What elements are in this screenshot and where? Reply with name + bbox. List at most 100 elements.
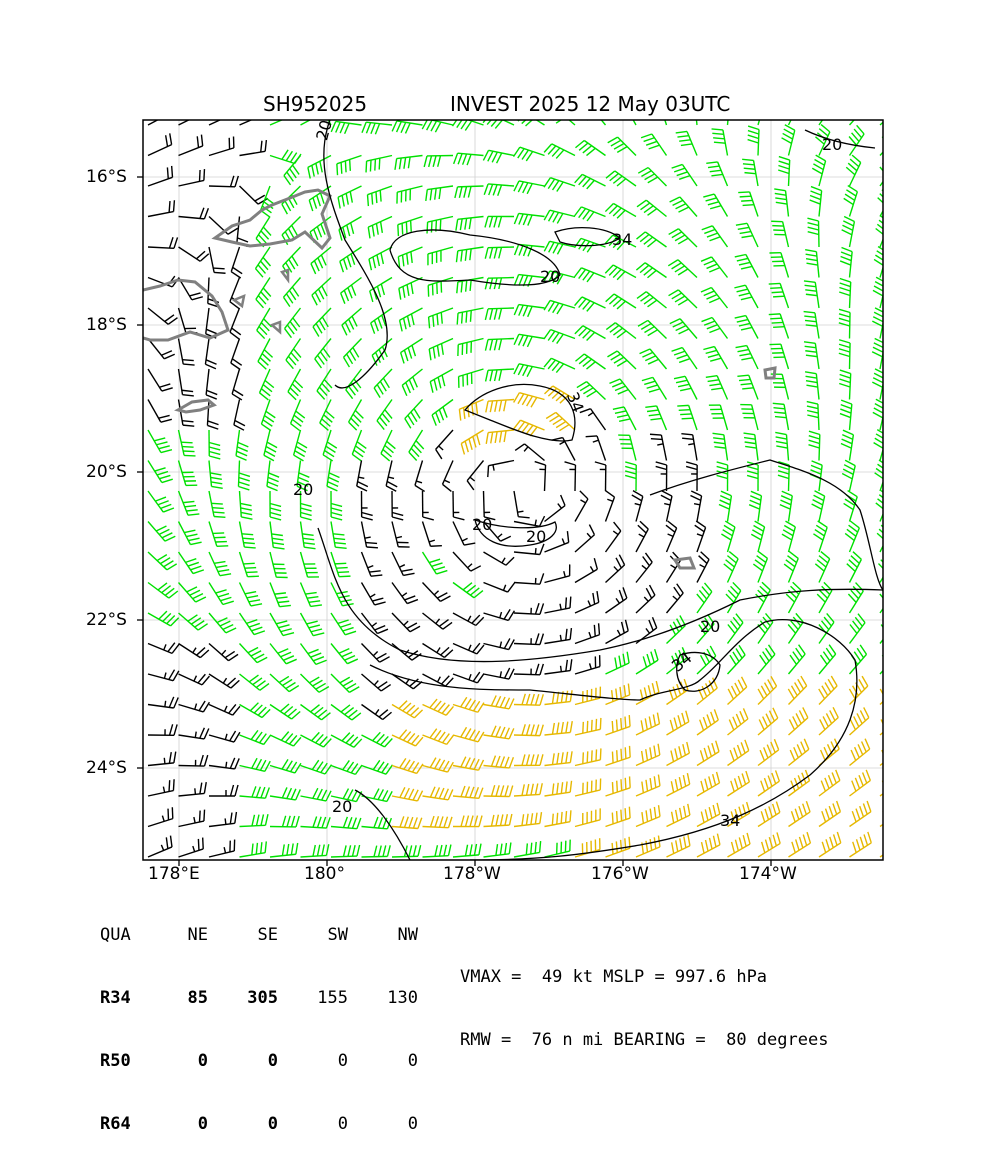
wind-barb [301, 788, 332, 801]
wind-barb [544, 210, 575, 223]
wind-barb [423, 552, 448, 574]
wind-barb [782, 521, 795, 552]
wind-barb [737, 375, 758, 399]
lat-label: 16°S [86, 167, 127, 187]
contour-label: 20 [332, 797, 352, 816]
table-header-row: QUA NE SE SW NW [100, 925, 418, 946]
wind-barb [270, 704, 300, 719]
wind-barb [341, 278, 362, 304]
wind-barb [695, 521, 706, 552]
wind-barb [260, 369, 274, 400]
wind-barb [458, 339, 484, 356]
wind-barb [717, 462, 728, 491]
wind-barb [544, 178, 575, 192]
wind-barb [667, 679, 688, 704]
wind-barb [366, 156, 392, 173]
wind-barb [209, 136, 234, 155]
wind-barb [484, 756, 514, 768]
wind-barb [423, 522, 442, 547]
wind-barb [209, 461, 223, 489]
wind-barb [179, 838, 204, 857]
wind-barb [744, 433, 758, 460]
wind-barb [392, 522, 410, 548]
wind-barb [514, 393, 545, 408]
wind-barb [234, 400, 245, 431]
wind-barb [697, 646, 716, 674]
table-header-cell: SE [208, 925, 278, 946]
contour-label: 20 [526, 527, 546, 546]
wind-barb [392, 491, 403, 520]
wind-barb [819, 770, 840, 796]
wind-barb [669, 229, 697, 247]
wind-barb [301, 674, 329, 692]
wind-barb [484, 785, 513, 796]
wind-barb [740, 405, 758, 430]
wind-barb [819, 613, 834, 643]
wind-barb [362, 674, 391, 691]
wind-barb [849, 125, 864, 155]
wind-barb [840, 400, 852, 430]
wind-barb [735, 316, 758, 339]
wind-barb [535, 462, 546, 491]
lon-label: 176°W [591, 864, 649, 884]
table-header-cell: NW [348, 925, 418, 946]
wind-barb [483, 150, 514, 163]
wind-barb [637, 232, 667, 247]
wind-barb [736, 223, 758, 247]
wind-barb [756, 582, 771, 613]
wind-barb [377, 400, 392, 430]
wind-barb [371, 308, 392, 334]
wind-barb [423, 816, 452, 828]
wind-barb [606, 746, 631, 766]
wind-barb [240, 814, 268, 826]
wind-barb [179, 308, 198, 333]
wind-barb [514, 633, 543, 644]
wind-barb [484, 583, 515, 593]
table-cell: 130 [348, 988, 418, 1009]
wind-barb [845, 521, 859, 552]
wind-barb [728, 614, 743, 644]
wind-barb [423, 699, 454, 715]
wind-barb [301, 583, 322, 607]
wind-barb [758, 770, 779, 796]
wind-barb [778, 157, 789, 186]
wind-barb [738, 192, 758, 217]
wind-barb [256, 217, 271, 247]
wind-barb [514, 111, 544, 126]
wind-barb [850, 739, 870, 766]
wind-barb [392, 701, 423, 718]
wind-barb [850, 645, 867, 674]
wind-barb [352, 430, 366, 461]
table-row: R50 0 0 0 0 [100, 1051, 418, 1072]
wind-barb [362, 522, 378, 548]
wind-barb [362, 817, 392, 829]
wind-barb [270, 583, 291, 607]
wind-barb [331, 845, 360, 857]
wind-barb [606, 715, 631, 735]
wind-barb [179, 247, 209, 261]
map-frame [143, 120, 883, 860]
wind-barb [294, 430, 307, 461]
wind-barb [231, 247, 242, 278]
wind-barb [842, 216, 855, 247]
wind-barb [301, 844, 329, 857]
table-cell: 0 [208, 1114, 278, 1135]
wind-barb [706, 162, 727, 186]
wind-barb [485, 216, 514, 227]
wind-barbs [148, 94, 902, 857]
lat-label: 24°S [86, 758, 127, 778]
wind-barb [209, 103, 233, 125]
wind-barb [485, 247, 514, 259]
wind-barb [392, 787, 423, 801]
wind-barb [488, 461, 514, 478]
wind-barb [484, 638, 515, 649]
wind-barb [769, 283, 789, 308]
table-row: R64 0 0 0 0 [100, 1114, 418, 1135]
wind-barb [669, 290, 697, 308]
wind-barb [430, 369, 453, 393]
wind-barb [206, 308, 217, 338]
wind-barb [545, 659, 572, 674]
wind-barb [148, 461, 173, 483]
wind-barb [702, 226, 728, 247]
wind-barb [606, 522, 621, 552]
